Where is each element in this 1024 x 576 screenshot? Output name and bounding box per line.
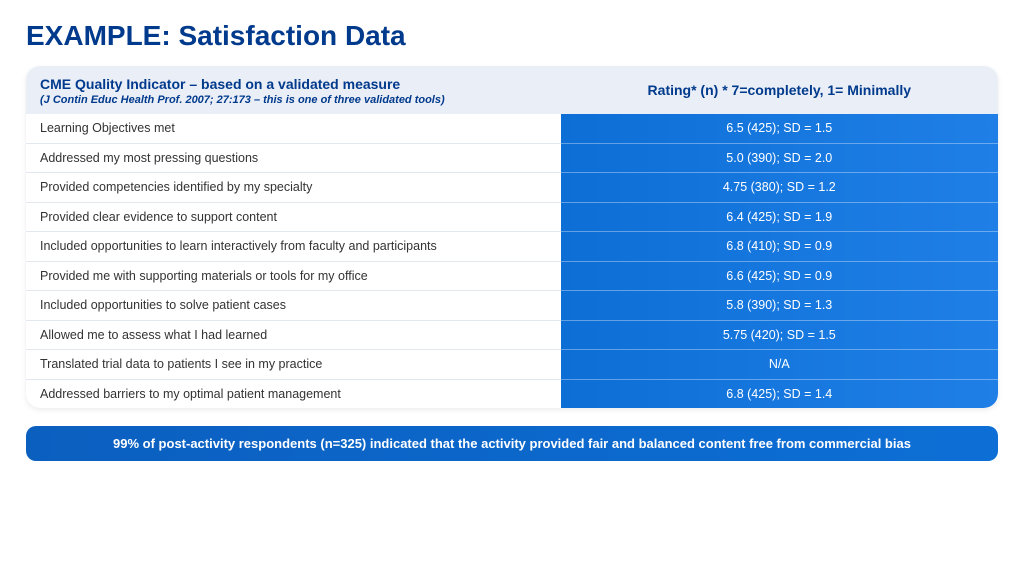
rating-value: 5.75 (420); SD = 1.5 — [561, 320, 998, 350]
table-row: Provided clear evidence to support conte… — [26, 202, 998, 232]
indicator-label: Addressed barriers to my optimal patient… — [26, 379, 561, 409]
page-title: EXAMPLE: Satisfaction Data — [26, 20, 998, 52]
table-row: Learning Objectives met6.5 (425); SD = 1… — [26, 114, 998, 143]
table-row: Provided competencies identified by my s… — [26, 172, 998, 202]
indicator-label: Provided me with supporting materials or… — [26, 261, 561, 291]
table-row: Included opportunities to learn interact… — [26, 231, 998, 261]
rating-value: N/A — [561, 349, 998, 379]
indicator-label: Included opportunities to learn interact… — [26, 231, 561, 261]
header-left: CME Quality Indicator – based on a valid… — [26, 66, 561, 114]
table-row: Allowed me to assess what I had learned5… — [26, 320, 998, 350]
indicator-label: Learning Objectives met — [26, 114, 561, 143]
indicator-label: Provided clear evidence to support conte… — [26, 202, 561, 232]
indicator-label: Addressed my most pressing questions — [26, 143, 561, 173]
header-left-sub: (J Contin Educ Health Prof. 2007; 27:173… — [40, 94, 547, 106]
satisfaction-table: CME Quality Indicator – based on a valid… — [26, 66, 998, 408]
rating-value: 5.0 (390); SD = 2.0 — [561, 143, 998, 173]
rating-value: 5.8 (390); SD = 1.3 — [561, 290, 998, 320]
table-body: Learning Objectives met6.5 (425); SD = 1… — [26, 114, 998, 408]
header-left-title: CME Quality Indicator – based on a valid… — [40, 76, 547, 92]
rating-value: 6.8 (410); SD = 0.9 — [561, 231, 998, 261]
table-row: Provided me with supporting materials or… — [26, 261, 998, 291]
indicator-label: Allowed me to assess what I had learned — [26, 320, 561, 350]
rating-value: 6.6 (425); SD = 0.9 — [561, 261, 998, 291]
rating-value: 6.8 (425); SD = 1.4 — [561, 379, 998, 409]
table-row: Included opportunities to solve patient … — [26, 290, 998, 320]
indicator-label: Translated trial data to patients I see … — [26, 349, 561, 379]
rating-value: 4.75 (380); SD = 1.2 — [561, 172, 998, 202]
footer-note: 99% of post-activity respondents (n=325)… — [26, 426, 998, 461]
header-right: Rating* (n) * 7=completely, 1= Minimally — [561, 72, 998, 108]
indicator-label: Provided competencies identified by my s… — [26, 172, 561, 202]
table-row: Addressed my most pressing questions5.0 … — [26, 143, 998, 173]
rating-value: 6.4 (425); SD = 1.9 — [561, 202, 998, 232]
table-header: CME Quality Indicator – based on a valid… — [26, 66, 998, 114]
rating-value: 6.5 (425); SD = 1.5 — [561, 114, 998, 143]
indicator-label: Included opportunities to solve patient … — [26, 290, 561, 320]
table-row: Translated trial data to patients I see … — [26, 349, 998, 379]
table-row: Addressed barriers to my optimal patient… — [26, 379, 998, 409]
